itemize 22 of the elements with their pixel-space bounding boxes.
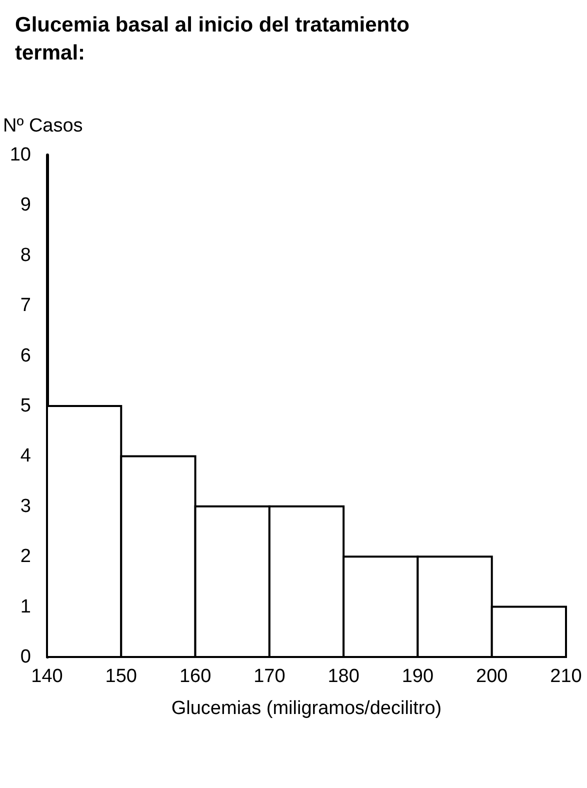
y-axis-title: Nº Casos — [3, 116, 83, 136]
y-tick-label: 4 — [20, 446, 32, 467]
x-tick-label: 170 — [254, 666, 286, 687]
y-tick-label: 8 — [20, 244, 31, 266]
y-tick-label: 10 — [10, 144, 31, 166]
y-tick-label: 2 — [20, 546, 31, 568]
x-tick-label: 210 — [550, 666, 582, 687]
x-axis-title: Glucemias (miligramos/decilitro) — [171, 698, 442, 719]
x-tick-label: 160 — [179, 666, 212, 687]
chart-title: Glucemia basal al inicio del tratamiento termal: — [15, 14, 416, 64]
y-tick-label: 5 — [20, 396, 31, 416]
y-tick-label: 0 — [20, 646, 31, 668]
x-tick-label: 140 — [31, 666, 63, 687]
x-tick-label: 190 — [402, 666, 434, 687]
x-tick-label: 200 — [476, 666, 508, 687]
y-tick-label: 9 — [20, 194, 31, 216]
x-tick-label: 150 — [105, 666, 137, 687]
y-tick-label: 1 — [20, 596, 31, 618]
y-tick-label: 6 — [20, 345, 31, 366]
x-tick-label: 180 — [328, 666, 360, 687]
y-tick-label: 3 — [20, 496, 31, 517]
y-tick-label: 7 — [20, 295, 31, 316]
